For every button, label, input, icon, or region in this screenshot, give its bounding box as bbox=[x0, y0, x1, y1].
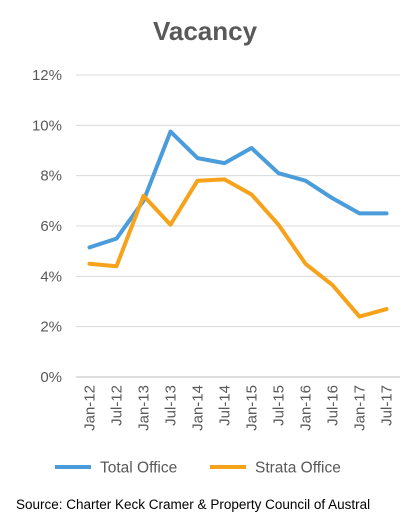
y-tick-label: 2% bbox=[40, 319, 62, 336]
x-tick-label: Jan-14 bbox=[190, 385, 207, 431]
x-tick-label: Jul-15 bbox=[271, 385, 288, 426]
x-axis-tick-labels: Jan-12 Jul-12 Jan-13 Jul-13 Jan-14 Jul-14 Jan-… bbox=[82, 385, 396, 431]
source-note: Source: Charter Keck Cramer & Property C… bbox=[16, 497, 371, 512]
y-tick-label: 4% bbox=[40, 268, 62, 285]
y-tick-label: 8% bbox=[40, 168, 62, 185]
x-tick-label: Jul-12 bbox=[109, 385, 126, 426]
y-axis-tick-labels: 0% 2% 4% 6% 8% 10% 12% bbox=[32, 67, 62, 386]
x-tick-label: Jul-14 bbox=[217, 385, 234, 426]
x-tick-label: Jan-15 bbox=[244, 385, 261, 431]
x-tick-label: Jan-13 bbox=[136, 385, 153, 431]
y-tick-label: 10% bbox=[32, 117, 62, 134]
series-line-strata-office bbox=[87, 177, 389, 319]
y-tick-label: 6% bbox=[40, 218, 62, 235]
series-lines bbox=[87, 129, 389, 319]
y-tick-label: 0% bbox=[40, 369, 62, 386]
chart-title: Vacancy bbox=[153, 16, 258, 46]
legend: Total Office Strata Office bbox=[55, 460, 341, 477]
x-tick-label: Jul-17 bbox=[379, 385, 396, 426]
x-tick-label: Jan-16 bbox=[298, 385, 315, 431]
x-tick-label: Jul-16 bbox=[325, 385, 342, 426]
y-tick-label: 12% bbox=[32, 67, 62, 84]
series-line-total-office bbox=[87, 129, 389, 250]
x-tick-label: Jan-12 bbox=[82, 385, 99, 431]
x-tick-label: Jan-17 bbox=[352, 385, 369, 431]
legend-label: Total Office bbox=[100, 460, 177, 477]
legend-label: Strata Office bbox=[255, 460, 341, 477]
x-tick-label: Jul-13 bbox=[163, 385, 180, 426]
